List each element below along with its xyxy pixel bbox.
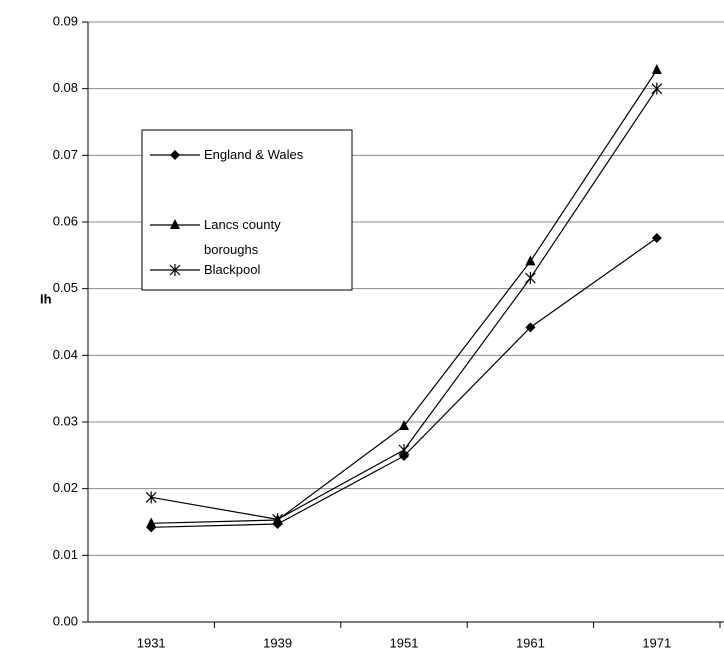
marker xyxy=(525,255,536,266)
marker xyxy=(398,444,410,456)
y-tick-label: 0.04 xyxy=(53,347,78,362)
marker xyxy=(170,150,180,160)
y-tick-label: 0.09 xyxy=(53,13,78,28)
marker xyxy=(170,219,180,229)
y-axis-label: Ih xyxy=(40,291,52,306)
y-tick-label: 0.01 xyxy=(53,547,78,562)
legend-label: Lancs county boroughs xyxy=(204,217,281,257)
x-tick-label: 1971 xyxy=(642,635,671,650)
x-tick-label: 1951 xyxy=(390,635,419,650)
y-tick-label: 0.07 xyxy=(53,147,78,162)
y-tick-label: 0.02 xyxy=(53,480,78,495)
marker xyxy=(272,513,284,526)
marker xyxy=(169,264,181,276)
legend-entry: Lancs county boroughs xyxy=(204,217,281,257)
x-tick-label: 1939 xyxy=(263,635,292,650)
y-tick-label: 0.05 xyxy=(53,280,78,295)
marker xyxy=(651,82,663,95)
legend-label: England & Wales xyxy=(204,147,304,162)
marker xyxy=(525,322,536,333)
marker xyxy=(651,233,662,243)
x-tick-label: 1931 xyxy=(137,635,166,650)
x-tick-label: 1961 xyxy=(516,635,545,650)
marker xyxy=(145,491,157,504)
legend-entry: Blackpool xyxy=(204,262,261,277)
marker xyxy=(524,272,536,284)
y-tick-label: 0.08 xyxy=(53,80,78,95)
y-tick-label: 0.06 xyxy=(53,213,78,228)
legend-entry: England & Wales xyxy=(204,147,304,162)
marker xyxy=(146,517,157,528)
y-tick-label: 0.03 xyxy=(53,413,78,428)
marker xyxy=(651,64,662,74)
y-tick-label: 0.00 xyxy=(53,613,78,628)
marker xyxy=(399,420,409,430)
legend-label: Blackpool xyxy=(204,262,261,277)
